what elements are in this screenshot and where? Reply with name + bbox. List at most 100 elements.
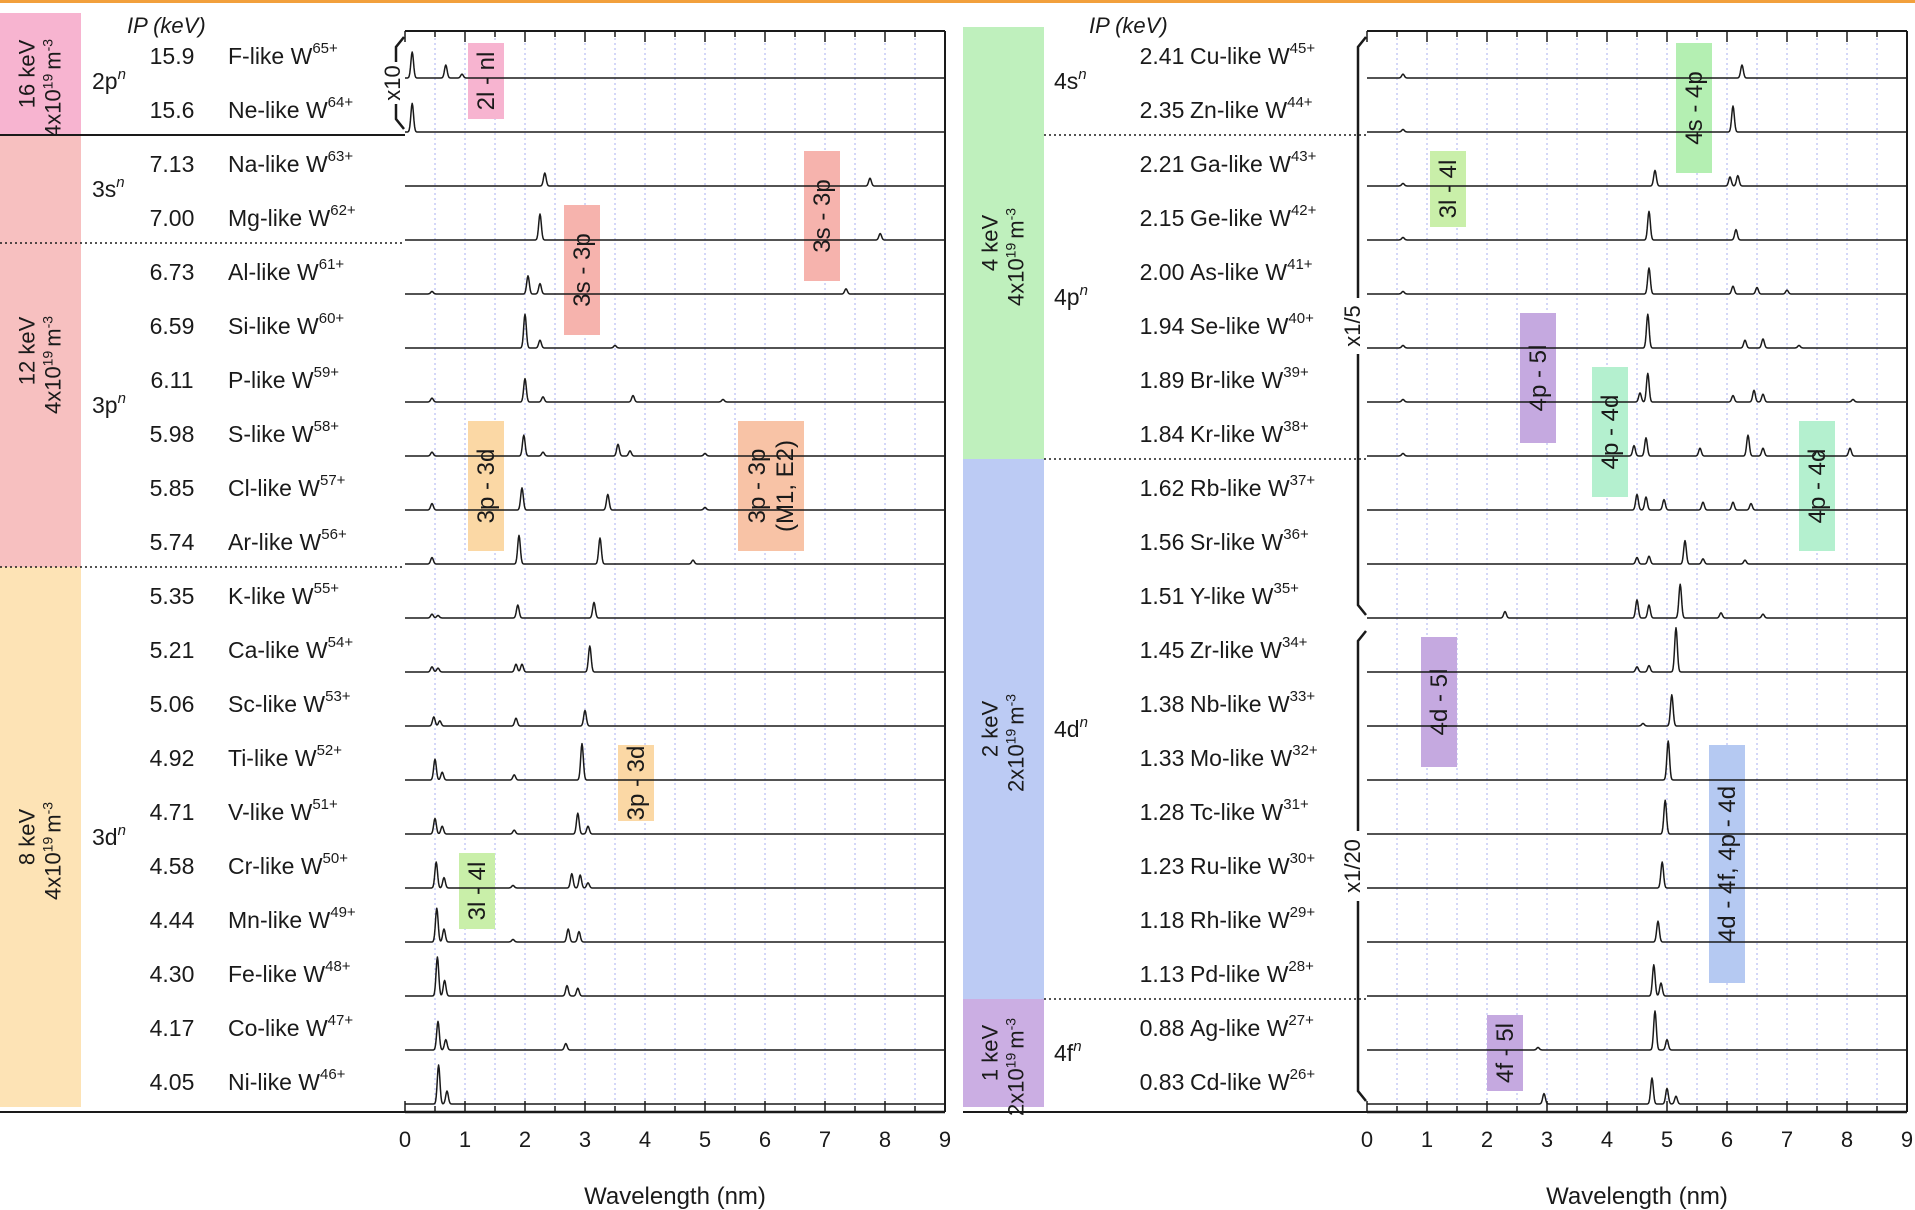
configuration-label: 3dn bbox=[92, 822, 126, 850]
density-exponent: 19 bbox=[1003, 1053, 1019, 1069]
ion-label: Ge-like W42+ bbox=[1190, 202, 1317, 231]
ion-charge: 57+ bbox=[320, 472, 346, 489]
configuration-superscript: n bbox=[1078, 66, 1086, 83]
transition-label-box bbox=[1487, 1015, 1523, 1091]
ion-name: Pd-like W bbox=[1190, 961, 1289, 987]
x-axis-label: Wavelength (nm) bbox=[584, 1183, 766, 1210]
ip-value: 2.00 bbox=[1140, 259, 1185, 285]
ip-value: 1.89 bbox=[1140, 367, 1185, 393]
spectrum-trace bbox=[404, 51, 946, 79]
temperature-value: 2 keV bbox=[978, 701, 1003, 758]
configuration-base: 4d bbox=[1054, 716, 1080, 742]
ion-name: Y-like W bbox=[1190, 583, 1274, 609]
spectrum-trace bbox=[1366, 539, 1908, 565]
transition-label-box bbox=[1421, 637, 1457, 767]
x-axis-label: Wavelength (nm) bbox=[1546, 1183, 1728, 1210]
transition-label: 3s - 3p bbox=[569, 233, 596, 306]
ion-charge: 44+ bbox=[1287, 94, 1313, 111]
spectrum-trace bbox=[1366, 740, 1908, 781]
x-tick-label: 7 bbox=[819, 1127, 831, 1152]
ip-value: 1.18 bbox=[1140, 907, 1185, 933]
ion-charge: 41+ bbox=[1287, 256, 1313, 273]
ip-value: 1.62 bbox=[1140, 475, 1185, 501]
transition-label-text: 4f - 5l bbox=[1492, 1023, 1519, 1083]
top-rule bbox=[0, 0, 1915, 3]
configuration-label: 3pn bbox=[92, 390, 126, 418]
temperature-value: 16 keV bbox=[15, 39, 40, 108]
ion-name: Kr-like W bbox=[1190, 421, 1284, 447]
ion-charge: 32+ bbox=[1292, 742, 1318, 759]
ion-charge: 55+ bbox=[314, 580, 340, 597]
ion-name: Cr-like W bbox=[228, 853, 323, 879]
ion-charge: 51+ bbox=[312, 796, 338, 813]
ion-name: As-like W bbox=[1190, 259, 1287, 285]
ion-name: Co-like W bbox=[228, 1015, 328, 1041]
spectrum-trace bbox=[1366, 210, 1908, 241]
ion-charge: 64+ bbox=[328, 94, 354, 111]
ip-value: 4.05 bbox=[150, 1069, 195, 1095]
transition-label-box bbox=[1520, 313, 1556, 443]
ion-name: P-like W bbox=[228, 367, 314, 393]
transition-label: 4s - 4p bbox=[1681, 71, 1708, 144]
temperature-density-label: 16 keV4x1019 m-3 bbox=[15, 39, 66, 137]
ip-value: 2.21 bbox=[1140, 151, 1185, 177]
spectrum-trace bbox=[404, 861, 946, 889]
ion-label: Sc-like W53+ bbox=[228, 688, 351, 717]
configuration-superscript: n bbox=[1073, 1038, 1081, 1055]
temperature-band bbox=[963, 459, 1044, 999]
configuration-superscript: n bbox=[116, 174, 124, 191]
transition-label: 4f - 5l bbox=[1492, 1023, 1519, 1083]
ion-name: Cl-like W bbox=[228, 475, 320, 501]
density-unit-exponent: -3 bbox=[1003, 694, 1019, 707]
ion-label: F-like W65+ bbox=[228, 40, 338, 69]
ion-name: Ni-like W bbox=[228, 1069, 320, 1095]
density-exponent: 19 bbox=[1003, 729, 1019, 745]
spectrum-trace bbox=[404, 709, 946, 727]
density-unit-exponent: -3 bbox=[40, 316, 56, 329]
ion-charge: 54+ bbox=[328, 634, 354, 651]
x-tick-label: 3 bbox=[1541, 1127, 1553, 1152]
ion-charge: 65+ bbox=[312, 40, 338, 57]
ion-charge: 61+ bbox=[319, 256, 345, 273]
density-value: 2x10 bbox=[1004, 1068, 1029, 1116]
transition-label-text: 4s - 4p bbox=[1681, 71, 1708, 144]
ion-name: V-like W bbox=[228, 799, 313, 825]
ion-name: Zn-like W bbox=[1190, 97, 1287, 123]
configuration-superscript: n bbox=[1080, 282, 1088, 299]
ion-charge: 35+ bbox=[1274, 580, 1300, 597]
transition-label: 4d - 4f, 4p - 4d bbox=[1714, 786, 1741, 942]
ip-value: 1.28 bbox=[1140, 799, 1185, 825]
ion-label: Co-like W47+ bbox=[228, 1012, 353, 1041]
x-tick-label: 8 bbox=[1841, 1127, 1853, 1152]
ip-value: 6.11 bbox=[150, 367, 193, 393]
configuration-superscript: n bbox=[118, 390, 126, 407]
ip-value: 1.94 bbox=[1140, 313, 1185, 339]
density-exponent: 19 bbox=[40, 837, 56, 853]
transition-label-box bbox=[1592, 367, 1628, 497]
ion-charge: 50+ bbox=[323, 850, 349, 867]
temperature-density-label: 12 keV4x1019 m-3 bbox=[15, 316, 66, 414]
ion-name: Zr-like W bbox=[1190, 637, 1282, 663]
configuration-label: 4sn bbox=[1054, 66, 1087, 94]
transition-label-text: 3s - 3p bbox=[569, 233, 596, 306]
ion-charge: 29+ bbox=[1290, 904, 1316, 921]
transition-label-box bbox=[564, 205, 600, 335]
density-exponent: 19 bbox=[40, 74, 56, 90]
ion-label: Ca-like W54+ bbox=[228, 634, 353, 663]
ip-value: 2.41 bbox=[1140, 43, 1185, 69]
ion-charge: 34+ bbox=[1282, 634, 1308, 651]
configuration-label: 4fn bbox=[1054, 1038, 1082, 1066]
ion-charge: 39+ bbox=[1283, 364, 1309, 381]
spectrum-trace bbox=[404, 1020, 946, 1051]
ion-charge: 63+ bbox=[328, 148, 354, 165]
ion-charge: 38+ bbox=[1283, 418, 1309, 435]
transition-label: 2l - nl bbox=[473, 52, 500, 111]
configuration-base: 3s bbox=[92, 176, 116, 202]
temperature-band bbox=[0, 13, 81, 135]
transition-label-text: 3l - 4l bbox=[1435, 160, 1462, 219]
ion-label: Ni-like W46+ bbox=[228, 1066, 346, 1095]
ip-value: 5.35 bbox=[150, 583, 195, 609]
ion-charge: 60+ bbox=[319, 310, 345, 327]
ion-name: Ag-like W bbox=[1190, 1015, 1289, 1041]
spectrum-trace bbox=[1366, 627, 1908, 673]
